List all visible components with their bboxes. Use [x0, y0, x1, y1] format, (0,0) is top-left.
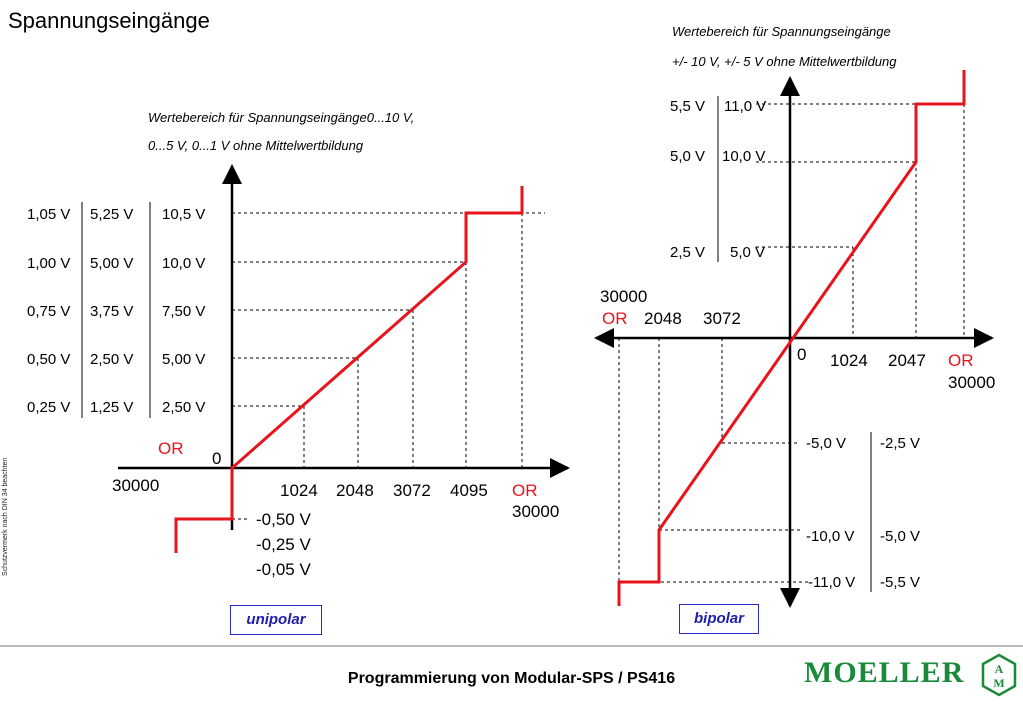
unipolar-col3-value: 5,00 V: [162, 351, 205, 368]
unipolar-col2: 5,25 V 5,00 V 3,75 V 2,50 V 1,25 V: [90, 206, 133, 416]
bipolar-neg-col1: -5,0 V -10,0 V -11,0 V: [806, 435, 855, 591]
bipolar-pos-col2-value: 5,0 V: [730, 244, 765, 261]
bipolar-pos-col2-value: 10,0 V: [722, 148, 765, 165]
unipolar-or-right-value: 30000: [512, 502, 559, 521]
unipolar-x-tick: 2048: [336, 481, 374, 500]
unipolar-col2-value: 5,25 V: [90, 206, 133, 223]
page-title: Spannungseingänge: [8, 8, 210, 33]
bipolar-pos-col1-value: 2,5 V: [670, 244, 705, 261]
bipolar-or-left-value: 30000: [600, 287, 647, 306]
unipolar-col1-value: 0,75 V: [27, 303, 70, 320]
bipolar-or-right-value: 30000: [948, 373, 995, 392]
unipolar-negative-values: -0,50 V -0,25 V -0,05 V: [256, 510, 311, 579]
unipolar-col1-value: 1,00 V: [27, 255, 70, 272]
unipolar-col3-value: 2,50 V: [162, 399, 205, 416]
moeller-logo-text: MOELLER: [804, 656, 965, 689]
unipolar-x-tick: 4095: [450, 481, 488, 500]
bipolar-pos-col2-value: 11,0 V: [724, 98, 766, 115]
unipolar-col2-value: 1,25 V: [90, 399, 133, 416]
unipolar-col1-value: 0,50 V: [27, 351, 70, 368]
unipolar-x-tick: 1024: [280, 481, 318, 500]
unipolar-or-left-value: 30000: [112, 476, 159, 495]
unipolar-col3-value: 10,0 V: [162, 255, 205, 272]
side-note: Schutzvermerk nach DIN 34 beachten: [2, 457, 9, 576]
footer-title: Programmierung von Modular-SPS / PS416: [347, 670, 676, 687]
unipolar-zero: 0: [212, 449, 221, 468]
bipolar-pos-col1: 5,5 V 5,0 V 2,5 V: [670, 98, 705, 261]
bipolar-diagram: Wertebereich für Spannungseingänge +/- 1…: [594, 24, 995, 608]
bipolar-pos-col1-value: 5,0 V: [670, 148, 705, 165]
unipolar-caption-line2: 0...5 V, 0...1 V ohne Mittelwertbildung: [148, 138, 364, 153]
bipolar-curve: [617, 70, 966, 606]
bipolar-or-right: OR: [948, 351, 974, 370]
bipolar-neg-col1-value: -5,0 V: [806, 435, 846, 452]
bipolar-pos-col1-value: 5,5 V: [670, 98, 705, 115]
bipolar-right-tick: 1024: [830, 351, 868, 370]
bipolar-neg-col2: -2,5 V -5,0 V -5,5 V: [880, 435, 920, 591]
unipolar-col1-value: 0,25 V: [27, 399, 70, 416]
unipolar-label-box: unipolar: [230, 605, 322, 635]
bipolar-neg-col2-value: -5,5 V: [880, 574, 920, 591]
unipolar-col3-value: 7,50 V: [162, 303, 205, 320]
unipolar-neg-value: -0,25 V: [256, 535, 311, 554]
bipolar-or-left: OR: [602, 309, 628, 328]
unipolar-guides: [232, 212, 545, 520]
bipolar-zero: 0: [797, 345, 806, 364]
bipolar-neg-col2-value: -2,5 V: [880, 435, 920, 452]
unipolar-neg-value: -0,50 V: [256, 510, 311, 529]
unipolar-x-ticks: 1024 2048 3072 4095: [280, 481, 488, 500]
unipolar-col2-value: 3,75 V: [90, 303, 133, 320]
unipolar-or-right: OR: [512, 481, 538, 500]
bipolar-label-box: bipolar: [679, 604, 759, 634]
unipolar-col3: 10,5 V 10,0 V 7,50 V 5,00 V 2,50 V: [162, 206, 205, 416]
bipolar-neg-col1-value: -11,0 V: [808, 574, 855, 591]
unipolar-curve: [174, 186, 524, 553]
unipolar-neg-value: -0,05 V: [256, 560, 311, 579]
bipolar-neg-col2-value: -5,0 V: [880, 528, 920, 545]
bipolar-left-tick: 2048: [644, 309, 682, 328]
unipolar-diagram: Wertebereich für Spannungseingänge0...10…: [27, 110, 570, 579]
unipolar-col1: 1,05 V 1,00 V 0,75 V 0,50 V 0,25 V: [27, 206, 70, 416]
svg-text:M: M: [993, 676, 1004, 690]
bipolar-x-ticks: 2048 3072 1024 2047: [644, 309, 926, 370]
bipolar-left-tick: 3072: [703, 309, 741, 328]
unipolar-col1-value: 1,05 V: [27, 206, 70, 223]
bipolar-neg-col1-value: -10,0 V: [806, 528, 854, 545]
moeller-emblem-icon: A M: [981, 653, 1017, 697]
bipolar-right-tick: 2047: [888, 351, 926, 370]
bipolar-guides: [618, 103, 965, 583]
unipolar-col2-value: 5,00 V: [90, 255, 133, 272]
unipolar-x-tick: 3072: [393, 481, 431, 500]
svg-text:A: A: [995, 662, 1004, 676]
bipolar-pos-col2: 11,0 V 10,0 V 5,0 V: [722, 98, 766, 261]
unipolar-col3-value: 10,5 V: [162, 206, 205, 223]
unipolar-col2-value: 2,50 V: [90, 351, 133, 368]
bipolar-caption-line2: +/- 10 V, +/- 5 V ohne Mittelwertbildung: [672, 54, 897, 69]
unipolar-or-left: OR: [158, 439, 184, 458]
bipolar-caption-line1: Wertebereich für Spannungseingänge: [672, 24, 891, 39]
unipolar-caption-line1: Wertebereich für Spannungseingänge0...10…: [148, 110, 414, 125]
